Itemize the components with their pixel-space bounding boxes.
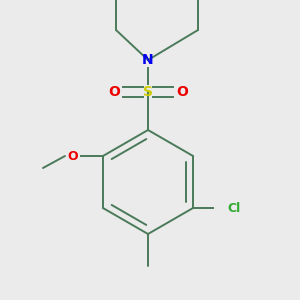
- Text: N: N: [142, 53, 154, 67]
- Text: Cl: Cl: [227, 202, 240, 214]
- Text: S: S: [143, 85, 153, 99]
- Text: O: O: [176, 85, 188, 99]
- Text: O: O: [68, 149, 78, 163]
- Text: O: O: [108, 85, 120, 99]
